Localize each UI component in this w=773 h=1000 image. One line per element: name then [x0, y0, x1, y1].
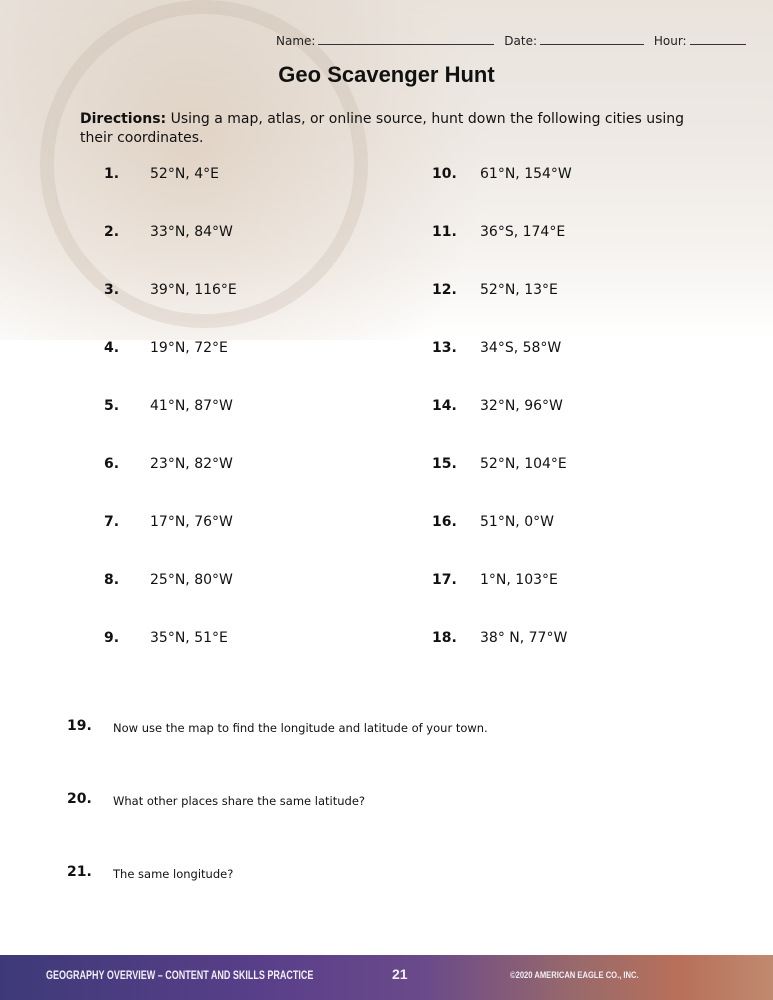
item-coordinates: 39°N, 116°E [150, 282, 237, 298]
item-number: 7. [104, 514, 120, 530]
item-coordinates: 19°N, 72°E [150, 340, 228, 356]
footer: GEOGRAPHY OVERVIEW – CONTENT AND SKILLS … [0, 955, 773, 1000]
item-number: 14. [432, 398, 457, 414]
item-number: 11. [432, 224, 457, 240]
item-coordinates: 25°N, 80°W [150, 572, 233, 588]
item-number: 16. [432, 514, 457, 530]
item-coordinates: 41°N, 87°W [150, 398, 233, 414]
item-number: 2. [104, 224, 120, 240]
item-number: 17. [432, 572, 457, 588]
page-title: Geo Scavenger Hunt [278, 62, 495, 87]
item-coordinates: 52°N, 4°E [150, 166, 219, 182]
date-label: Date: [504, 34, 538, 48]
item-coordinates: 52°N, 104°E [480, 456, 567, 472]
item-coordinates: 38° N, 77°W [480, 630, 568, 646]
hour-label: Hour: [653, 34, 687, 48]
directions-label: Directions: [80, 111, 167, 127]
item-coordinates: 32°N, 96°W [480, 398, 563, 414]
hour-field[interactable] [689, 33, 746, 45]
item-coordinates: 51°N, 0°W [480, 514, 554, 530]
item-coordinates: 36°S, 174°E [480, 224, 566, 240]
question-number: 20. [67, 791, 92, 807]
question-text: What other places share the same latitud… [113, 794, 366, 808]
question-text: Now use the map to find the longitude an… [113, 721, 488, 735]
name-field[interactable] [318, 33, 495, 45]
item-number: 13. [432, 340, 457, 356]
item-number: 8. [104, 572, 120, 588]
question-text: The same longitude? [113, 867, 234, 881]
question-number: 19. [67, 718, 92, 734]
item-number: 1. [104, 166, 120, 182]
footer-title: GEOGRAPHY OVERVIEW – CONTENT AND SKILLS … [46, 968, 314, 982]
item-number: 12. [432, 282, 457, 298]
item-number: 3. [104, 282, 120, 298]
item-coordinates: 34°S, 58°W [480, 340, 562, 356]
page-number: 21 [392, 966, 408, 982]
item-number: 5. [104, 398, 120, 414]
item-number: 10. [432, 166, 457, 182]
directions-text: Using a map, atlas, or online source, hu… [80, 111, 685, 146]
item-number: 18. [432, 630, 457, 646]
date-field[interactable] [540, 33, 645, 45]
item-coordinates: 35°N, 51°E [150, 630, 228, 646]
item-coordinates: 33°N, 84°W [150, 224, 233, 240]
question-number: 21. [67, 864, 92, 880]
copyright: ©2020 AMERICAN EAGLE CO., INC. [510, 970, 639, 981]
item-number: 15. [432, 456, 457, 472]
item-coordinates: 52°N, 13°E [480, 282, 558, 298]
item-number: 9. [104, 630, 120, 646]
name-label: Name: [276, 34, 316, 48]
student-info-header: Name: Date: Hour: [276, 33, 752, 48]
item-number: 4. [104, 340, 120, 356]
item-coordinates: 61°N, 154°W [480, 166, 572, 182]
item-coordinates: 17°N, 76°W [150, 514, 233, 530]
compass-background [0, 0, 773, 340]
item-coordinates: 1°N, 103°E [480, 572, 558, 588]
directions: Directions: Using a map, atlas, or onlin… [80, 110, 700, 148]
item-coordinates: 23°N, 82°W [150, 456, 233, 472]
item-number: 6. [104, 456, 120, 472]
